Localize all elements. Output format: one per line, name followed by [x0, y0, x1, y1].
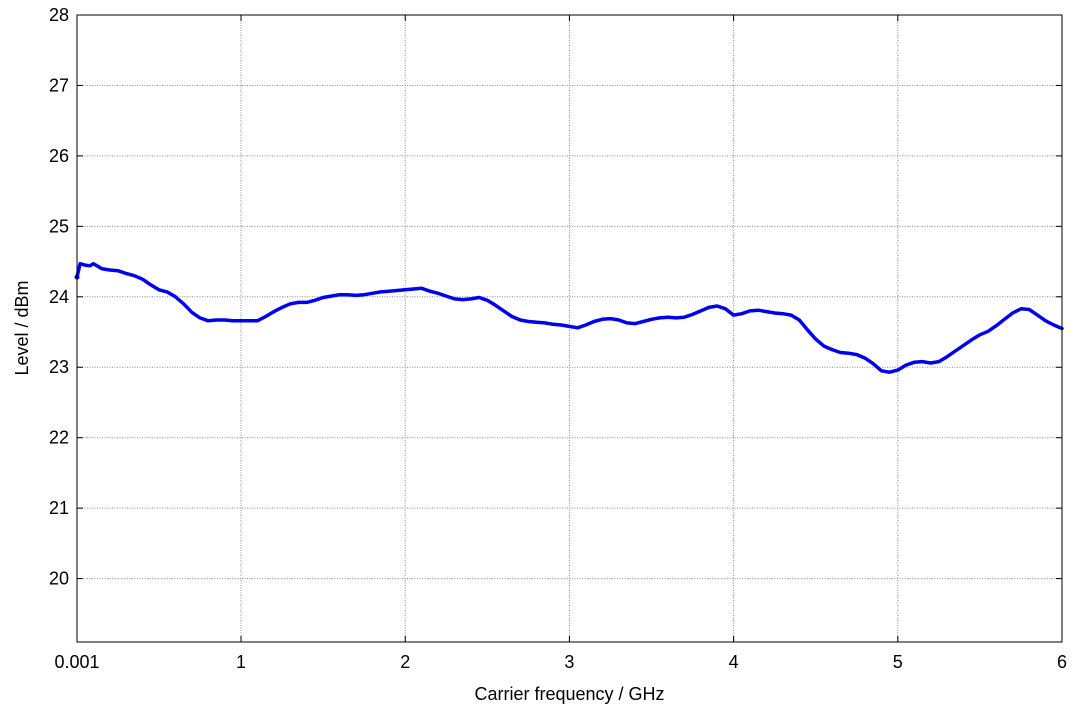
x-tick-label: 2: [400, 652, 410, 672]
series-line: [75, 261, 1064, 374]
x-tick-label: 0.001: [54, 652, 99, 672]
y-tick-label: 20: [49, 569, 69, 589]
y-tick-label: 23: [49, 357, 69, 377]
y-tick-label: 24: [49, 287, 69, 307]
x-tick-label: 3: [564, 652, 574, 672]
x-axis-label: Carrier frequency / GHz: [474, 684, 664, 704]
y-tick-label: 28: [49, 5, 69, 25]
x-tick-label: 5: [893, 652, 903, 672]
y-axis-label: Level / dBm: [12, 280, 32, 375]
grid: [77, 15, 1062, 642]
y-tick-label: 27: [49, 75, 69, 95]
y-tick-label: 21: [49, 498, 69, 518]
series-layer: [74, 261, 1064, 374]
x-tick-label: 6: [1057, 652, 1067, 672]
y-tick-label: 25: [49, 216, 69, 236]
y-tick-label: 22: [49, 428, 69, 448]
x-tick-label: 4: [729, 652, 739, 672]
x-tick-label: 1: [236, 652, 246, 672]
y-tick-label: 26: [49, 146, 69, 166]
